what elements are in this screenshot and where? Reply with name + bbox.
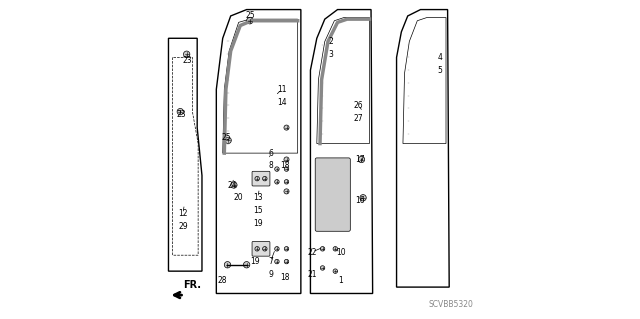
Text: 11: 11 bbox=[277, 85, 287, 94]
Circle shape bbox=[243, 262, 250, 268]
Circle shape bbox=[225, 137, 231, 144]
Circle shape bbox=[333, 247, 337, 251]
Text: 18: 18 bbox=[280, 273, 290, 282]
Text: 21: 21 bbox=[307, 270, 317, 279]
Text: 17: 17 bbox=[355, 155, 365, 164]
Text: 26: 26 bbox=[353, 101, 363, 110]
Text: 19: 19 bbox=[250, 257, 259, 266]
Circle shape bbox=[284, 167, 289, 171]
Circle shape bbox=[224, 262, 230, 268]
FancyBboxPatch shape bbox=[316, 158, 350, 231]
Text: 15: 15 bbox=[253, 206, 262, 215]
Circle shape bbox=[284, 157, 289, 162]
Text: 20: 20 bbox=[234, 193, 243, 202]
Circle shape bbox=[284, 180, 289, 184]
Text: 3: 3 bbox=[329, 50, 333, 59]
Text: 23: 23 bbox=[177, 110, 186, 119]
Text: 16: 16 bbox=[355, 197, 365, 205]
Text: 12: 12 bbox=[178, 209, 188, 218]
Circle shape bbox=[284, 259, 289, 264]
Text: 29: 29 bbox=[178, 222, 188, 231]
Text: 28: 28 bbox=[218, 276, 227, 285]
Circle shape bbox=[230, 182, 237, 188]
Circle shape bbox=[284, 189, 289, 194]
Text: 1: 1 bbox=[339, 276, 343, 285]
Circle shape bbox=[320, 247, 324, 251]
Circle shape bbox=[255, 247, 259, 251]
Circle shape bbox=[284, 247, 289, 251]
Circle shape bbox=[262, 176, 267, 181]
Text: 13: 13 bbox=[253, 193, 262, 202]
Text: 25: 25 bbox=[245, 11, 255, 20]
Text: 19: 19 bbox=[253, 219, 262, 228]
Text: 27: 27 bbox=[353, 114, 363, 122]
Text: SCVBB5320: SCVBB5320 bbox=[428, 300, 473, 309]
Circle shape bbox=[184, 51, 190, 57]
Text: 23: 23 bbox=[183, 56, 193, 65]
FancyBboxPatch shape bbox=[252, 241, 270, 256]
Circle shape bbox=[360, 195, 366, 201]
Circle shape bbox=[358, 156, 365, 163]
Text: FR.: FR. bbox=[184, 280, 202, 290]
Circle shape bbox=[262, 247, 267, 251]
Text: 8: 8 bbox=[268, 161, 273, 170]
Text: 7: 7 bbox=[268, 257, 273, 266]
Circle shape bbox=[284, 125, 289, 130]
Text: 9: 9 bbox=[268, 270, 273, 279]
Text: 24: 24 bbox=[227, 181, 237, 189]
Text: 22: 22 bbox=[307, 248, 317, 256]
Text: 25: 25 bbox=[221, 133, 230, 142]
Text: 4: 4 bbox=[437, 53, 442, 62]
FancyBboxPatch shape bbox=[252, 171, 270, 186]
Text: 18: 18 bbox=[280, 161, 290, 170]
Circle shape bbox=[255, 176, 259, 181]
Circle shape bbox=[177, 108, 184, 115]
Circle shape bbox=[275, 167, 279, 171]
Circle shape bbox=[320, 266, 324, 270]
Circle shape bbox=[246, 18, 253, 24]
Text: 14: 14 bbox=[277, 98, 287, 107]
Circle shape bbox=[333, 269, 337, 273]
Circle shape bbox=[275, 247, 279, 251]
Circle shape bbox=[275, 259, 279, 264]
Text: 10: 10 bbox=[336, 248, 346, 256]
Text: 6: 6 bbox=[268, 149, 273, 158]
Text: 5: 5 bbox=[437, 66, 442, 75]
Circle shape bbox=[275, 180, 279, 184]
Text: 2: 2 bbox=[329, 37, 333, 46]
